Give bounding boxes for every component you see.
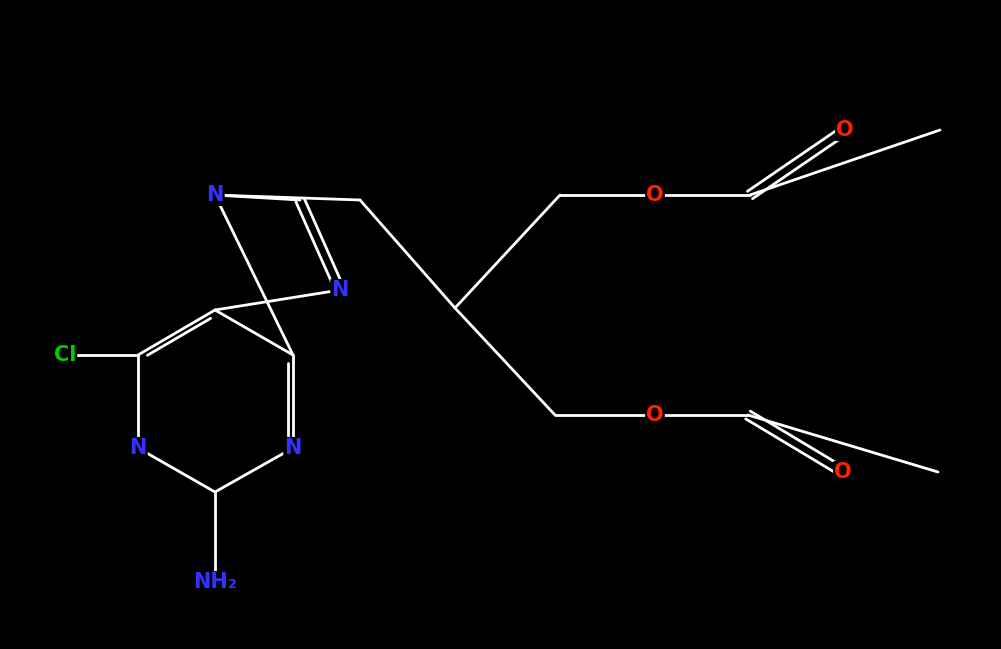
- Text: O: O: [836, 120, 854, 140]
- Text: O: O: [647, 185, 664, 205]
- Text: NH₂: NH₂: [193, 572, 237, 592]
- Text: N: N: [129, 438, 147, 458]
- Text: O: O: [647, 405, 664, 425]
- Text: N: N: [331, 280, 348, 300]
- Text: O: O: [834, 462, 852, 482]
- Text: N: N: [284, 438, 301, 458]
- Text: Cl: Cl: [54, 345, 76, 365]
- Text: N: N: [206, 185, 223, 205]
